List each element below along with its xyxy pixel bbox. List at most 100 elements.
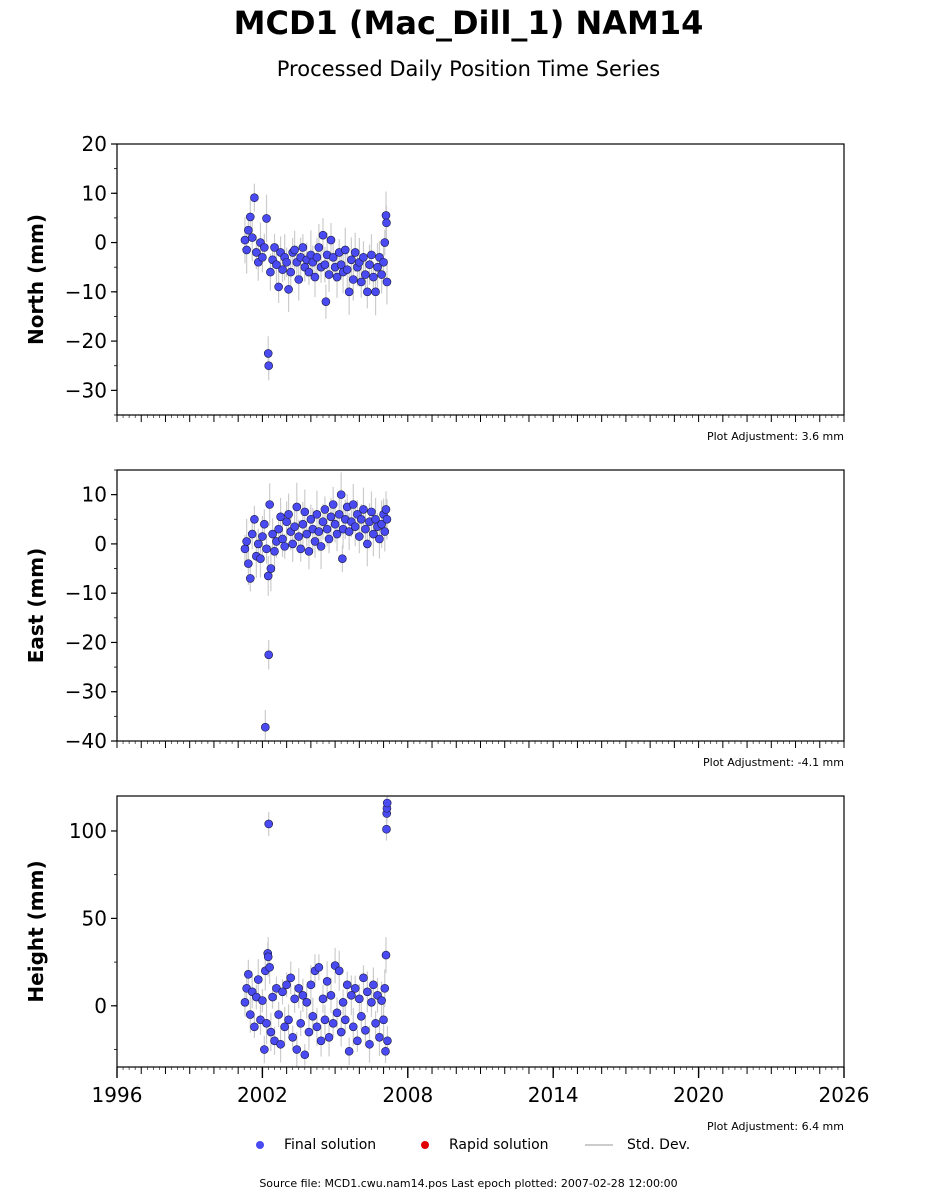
- height-point-57: [347, 991, 356, 1000]
- height-xtick-label-0: 1996: [92, 1083, 143, 1107]
- east-point-63: [359, 505, 368, 514]
- east-point-46: [326, 512, 336, 522]
- height-xtick-label-1: 2002: [237, 1083, 288, 1107]
- north-ytick-label-5: −30: [65, 378, 107, 402]
- north-point-52: [340, 245, 350, 255]
- height-point-45: [322, 977, 332, 986]
- east-point-56: [344, 527, 354, 536]
- east-point-11: [261, 722, 270, 732]
- east-point-65: [363, 539, 372, 549]
- north-point-3: [245, 212, 255, 222]
- north-point-42: [321, 297, 331, 306]
- north-point-56: [348, 275, 358, 284]
- east-point-43: [320, 505, 330, 514]
- height-xtick-label-4: 2020: [673, 1083, 724, 1107]
- north-point-23: [284, 285, 293, 294]
- height-point-65: [363, 987, 372, 997]
- north-point-20: [278, 265, 287, 274]
- north-point-48: [332, 272, 342, 282]
- east-point-4: [247, 529, 257, 539]
- east-point-61: [355, 532, 364, 541]
- north-point-6: [252, 248, 261, 257]
- east-point-8: [256, 554, 265, 563]
- height-point-22: [276, 1039, 285, 1049]
- east-plot-adjustment: Plot Adjustment: -4.1 mm: [703, 756, 844, 769]
- height-point-55: [342, 980, 352, 990]
- north-point-55: [347, 255, 356, 265]
- east-point-51: [336, 490, 346, 499]
- east-point-36: [306, 514, 316, 524]
- east-point-1: [242, 537, 251, 546]
- north-ytick-label-2: 0: [94, 231, 107, 255]
- east-point-17: [268, 529, 277, 539]
- east-point-67: [367, 507, 376, 517]
- height-point-42: [316, 1036, 326, 1046]
- north-point-12: [263, 349, 273, 358]
- east-point-23: [280, 542, 289, 551]
- north-point-61: [359, 253, 368, 262]
- std-line-icon: [585, 1144, 613, 1146]
- east-point-59: [350, 522, 360, 531]
- height-point-5: [250, 1022, 259, 1032]
- north-point-5: [250, 193, 259, 203]
- north-point-63: [363, 287, 372, 297]
- height-point-43: [318, 994, 328, 1004]
- height-point-18: [268, 992, 277, 1002]
- east-point-71: [375, 534, 384, 544]
- north-panel: 20 10 0 −10 −20 −30 North (mm): [24, 132, 845, 422]
- height-point-50: [332, 1008, 342, 1018]
- east-point-24: [282, 517, 291, 527]
- height-data: [240, 796, 392, 1067]
- height-point-35: [302, 998, 312, 1007]
- north-point-71: [379, 257, 388, 267]
- north-data: [240, 183, 392, 381]
- legend-rapid-label: Rapid solution: [449, 1137, 549, 1153]
- east-point-74: [380, 527, 390, 536]
- height-point-9: [258, 996, 267, 1005]
- north-point-13: [264, 361, 274, 371]
- east-ylabel: East (mm): [24, 548, 48, 664]
- height-point-32: [296, 1018, 305, 1028]
- height-point-52: [336, 1027, 346, 1037]
- height-point-27: [286, 973, 296, 983]
- east-point-32: [298, 519, 308, 529]
- north-frame: [116, 143, 845, 416]
- north-point-67: [371, 287, 380, 297]
- height-point-74: [380, 984, 390, 993]
- height-xtick-label-5: 2026: [819, 1083, 870, 1107]
- height-point-58: [348, 1022, 358, 1032]
- north-point-2: [244, 225, 253, 235]
- east-ytick-label-4: −30: [65, 680, 107, 704]
- height-point-37: [306, 980, 316, 990]
- north-point-9: [258, 253, 267, 262]
- east-point-25: [284, 510, 293, 519]
- height-point-81: [383, 1036, 392, 1046]
- north-point-60: [356, 277, 366, 287]
- height-point-17: [266, 1027, 276, 1037]
- east-point-62: [356, 514, 366, 524]
- north-point-11: [262, 214, 271, 223]
- final-marker-icon: [256, 1141, 264, 1149]
- height-xtick-label-3: 2014: [528, 1083, 579, 1107]
- north-point-73: [381, 211, 391, 220]
- east-point-18: [270, 546, 279, 556]
- north-point-66: [369, 272, 378, 282]
- height-point-69: [371, 1018, 380, 1028]
- north-ytick-label-1: 10: [82, 181, 107, 205]
- north-point-64: [365, 260, 374, 270]
- height-ylabel: Height (mm): [24, 860, 48, 1002]
- north-point-38: [314, 243, 324, 252]
- height-point-54: [340, 1015, 350, 1025]
- east-point-9: [258, 532, 267, 541]
- height-point-66: [365, 1039, 374, 1049]
- height-point-61: [355, 994, 364, 1004]
- height-point-33: [298, 991, 308, 1000]
- height-point-48: [328, 1018, 338, 1028]
- height-ytick-label-0: 100: [69, 819, 107, 843]
- height-point-56: [344, 1046, 354, 1056]
- north-point-16: [270, 243, 279, 252]
- north-point-36: [310, 272, 320, 282]
- east-point-58: [348, 500, 358, 509]
- north-point-74: [382, 218, 391, 228]
